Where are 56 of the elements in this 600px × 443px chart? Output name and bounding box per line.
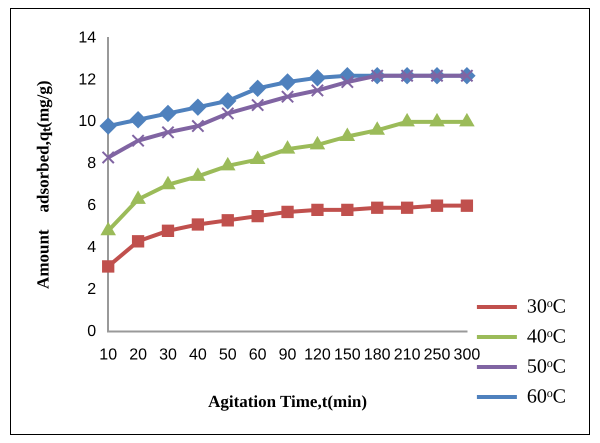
point	[280, 90, 294, 104]
point	[311, 204, 324, 216]
y-tick-label: 8	[87, 155, 96, 172]
point	[400, 202, 414, 214]
point	[100, 118, 117, 135]
point	[132, 235, 144, 248]
x-tick-label: 20	[129, 346, 148, 364]
x-axis-title: Agitation Time,t(min)	[208, 392, 368, 412]
point	[219, 92, 236, 110]
x-tick-label: 50	[218, 346, 237, 364]
point	[221, 106, 234, 120]
x-tick-label: 250	[424, 346, 450, 364]
point	[430, 200, 444, 212]
point	[281, 206, 294, 218]
y-tick-label: 4	[87, 238, 96, 256]
x-tick-label: 210	[394, 346, 421, 364]
x-tick-label: 120	[304, 346, 331, 364]
x-tick-label: 180	[364, 346, 391, 364]
point	[249, 80, 266, 97]
legend-label: 30ᵒC	[526, 295, 566, 318]
x-tick-label: 300	[454, 346, 480, 364]
point	[460, 200, 474, 212]
point	[191, 119, 205, 133]
x-tick-label: 60	[248, 346, 267, 364]
point	[102, 260, 114, 273]
point	[310, 84, 324, 98]
point	[159, 104, 176, 122]
point	[102, 150, 115, 164]
x-tick-label: 30	[159, 346, 177, 364]
y-tick-label: 2	[87, 280, 96, 298]
y-axis-title: Amount adsorbed,qₜ(mg/g)	[34, 80, 53, 289]
y-tick-label: 14	[78, 29, 96, 46]
x-tick-label: 10	[99, 346, 118, 364]
point	[252, 210, 264, 222]
point	[192, 218, 204, 231]
x-tick-label: 90	[278, 346, 297, 364]
point	[308, 69, 326, 86]
y-tick-label: 12	[78, 71, 96, 88]
legend-label: 60ᵒC	[526, 385, 566, 408]
point	[130, 111, 147, 128]
point	[371, 202, 384, 214]
point	[222, 214, 234, 226]
point	[161, 126, 175, 139]
point	[131, 134, 145, 148]
y-tick-label: 10	[78, 113, 96, 130]
y-tick-label: 0	[87, 322, 96, 340]
y-tick-label: 6	[87, 197, 96, 214]
point	[162, 224, 174, 237]
point	[189, 98, 206, 116]
x-tick-label: 40	[188, 346, 207, 364]
legend-label: 50ᵒC	[526, 355, 566, 378]
point	[251, 98, 264, 112]
point	[341, 204, 354, 216]
legend-label: 40ᵒC	[526, 325, 566, 348]
x-tick-label: 150	[334, 346, 361, 364]
point	[279, 74, 296, 91]
